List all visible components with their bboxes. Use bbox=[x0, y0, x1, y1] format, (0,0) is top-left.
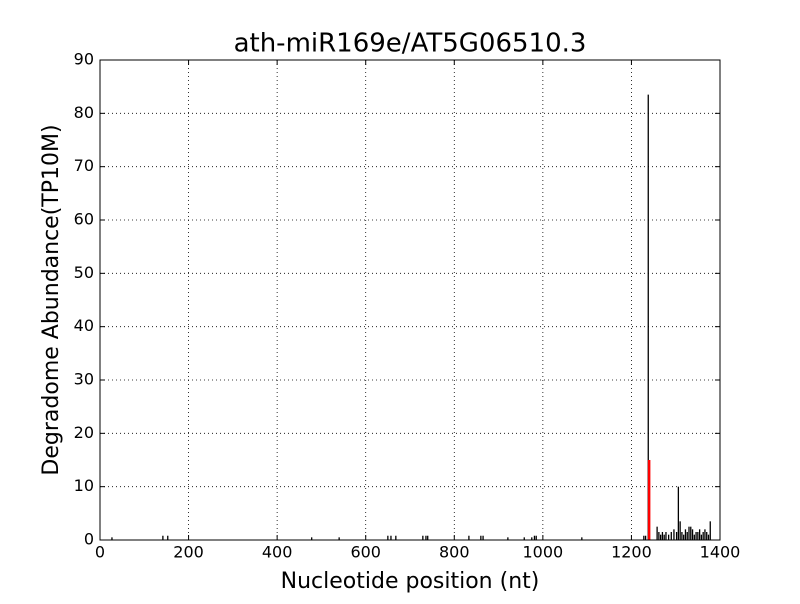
y-tick-label: 50 bbox=[74, 263, 94, 282]
x-tick-label: 1200 bbox=[611, 543, 652, 562]
x-axis-label: Nucleotide position (nt) bbox=[281, 569, 540, 594]
plot-frame bbox=[99, 59, 721, 541]
x-tick-label: 400 bbox=[262, 543, 293, 562]
x-tick-label: 1400 bbox=[700, 543, 741, 562]
x-tick-label: 200 bbox=[173, 543, 204, 562]
y-tick-label: 90 bbox=[74, 50, 94, 69]
x-tick-label: 1000 bbox=[522, 543, 563, 562]
y-tick-label: 30 bbox=[74, 370, 94, 389]
y-tick-label: 40 bbox=[74, 316, 94, 335]
y-tick-label: 20 bbox=[74, 423, 94, 442]
y-tick-label: 60 bbox=[74, 210, 94, 229]
x-tick-label: 600 bbox=[350, 543, 381, 562]
y-tick-label: 80 bbox=[74, 103, 94, 122]
x-tick-label: 0 bbox=[95, 543, 105, 562]
y-tick-label: 10 bbox=[74, 476, 94, 495]
x-tick-label: 800 bbox=[439, 543, 470, 562]
y-tick-label: 70 bbox=[74, 156, 94, 175]
y-tick-label: 0 bbox=[84, 530, 94, 549]
chart-title: ath-miR169e/AT5G06510.3 bbox=[234, 29, 587, 59]
y-axis-label: Degradome Abundance(TP10M) bbox=[39, 124, 64, 475]
